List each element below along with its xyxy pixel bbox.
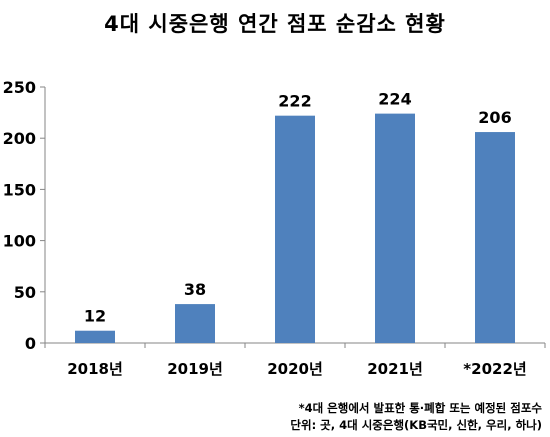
bar (475, 132, 515, 343)
y-tick-label: 200 (3, 129, 36, 148)
bar-value-label: 206 (478, 108, 511, 127)
bar-value-label: 224 (378, 90, 411, 109)
x-category-label: *2022년 (463, 360, 526, 378)
y-tick-label: 150 (3, 180, 36, 199)
x-category-label: 2018년 (67, 360, 123, 378)
x-category-label: 2020년 (267, 360, 323, 378)
x-category-label: 2021년 (367, 360, 423, 378)
footnote-unit: 단위: 곳, 4대 시중은행(KB국민, 신한, 우리, 하나) (290, 418, 542, 432)
y-tick-label: 0 (25, 334, 36, 353)
bar-value-label: 12 (84, 307, 106, 326)
y-tick-label: 100 (3, 232, 36, 251)
bar-value-label: 38 (184, 280, 206, 299)
bar (175, 304, 215, 343)
bar-value-label: 222 (278, 92, 311, 111)
bar (275, 115, 315, 343)
bar (375, 113, 415, 344)
chart-title: 4대 시중은행 연간 점포 순감소 현황 (104, 12, 446, 36)
y-tick-label: 50 (14, 283, 36, 302)
bar (75, 330, 115, 343)
x-category-label: 2019년 (167, 360, 223, 378)
y-tick-label: 250 (3, 78, 36, 97)
footnote-source: *4대 은행에서 발표한 통·폐합 또는 예정된 점포수 (298, 401, 542, 415)
